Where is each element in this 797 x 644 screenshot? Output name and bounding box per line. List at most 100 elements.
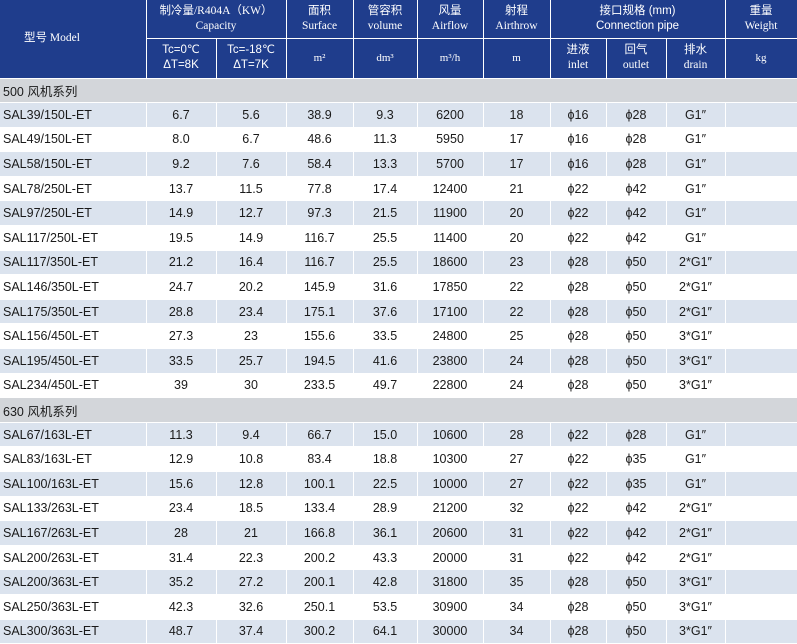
header-tc18: Tc=-18℃ ΔT=7K	[216, 38, 287, 79]
cell-cap0: 21.2	[146, 250, 217, 276]
cell-cap18: 7.6	[216, 151, 287, 177]
cell-weight	[725, 323, 797, 350]
cell-model: SAL146/350L-ET	[0, 274, 147, 300]
cell-airthrow: 31	[483, 545, 551, 571]
table-row: SAL156/450L-ET 27.3 23 155.6 33.5 24800 25 ϕ28 ϕ…	[0, 323, 797, 350]
cell-drain: 2*G1″	[666, 520, 726, 546]
cell-outlet: ϕ42	[606, 520, 667, 546]
cell-model: SAL117/350L-ET	[0, 250, 147, 276]
cell-airthrow: 24	[483, 348, 551, 374]
cell-inlet: ϕ28	[550, 373, 607, 399]
cell-outlet: ϕ28	[606, 151, 667, 177]
table-row: SAL97/250L-ET 14.9 12.7 97.3 21.5 11900 20 ϕ22 ϕ…	[0, 200, 797, 227]
cell-surface: 100.1	[286, 471, 354, 497]
cell-airflow: 31800	[417, 569, 484, 595]
cell-cap18: 27.2	[216, 569, 287, 595]
section-title: 630 风机系列	[0, 397, 797, 423]
table-row: SAL39/150L-ET 6.7 5.6 38.9 9.3 6200 18 ϕ16 ϕ28 G1…	[0, 102, 797, 128]
cell-drain: 2*G1″	[666, 299, 726, 325]
cell-inlet: ϕ28	[550, 594, 607, 620]
cell-cap0: 6.7	[146, 102, 217, 128]
table-row: SAL67/163L-ET 11.3 9.4 66.7 15.0 10600 28 ϕ22 ϕ2…	[0, 422, 797, 448]
cell-inlet: ϕ22	[550, 422, 607, 448]
cell-airflow: 17850	[417, 274, 484, 300]
header-volume-zh: 管容积	[367, 4, 403, 17]
cell-outlet: ϕ50	[606, 250, 667, 276]
cell-drain: G1″	[666, 127, 726, 153]
header-capacity-en: Capacity	[195, 19, 237, 32]
header-weight-unit: kg	[725, 38, 797, 79]
cell-volume: 21.5	[353, 200, 418, 227]
cell-outlet: ϕ42	[606, 176, 667, 202]
cell-airthrow: 17	[483, 151, 551, 177]
cell-airflow: 20600	[417, 520, 484, 546]
cell-drain: 2*G1″	[666, 545, 726, 571]
cell-cap18: 18.5	[216, 496, 287, 522]
cell-inlet: ϕ22	[550, 225, 607, 251]
cell-weight	[725, 471, 797, 497]
header-inlet-en: inlet	[567, 59, 589, 71]
cell-volume: 13.3	[353, 151, 418, 177]
cell-volume: 11.3	[353, 127, 418, 153]
cell-surface: 77.8	[286, 176, 354, 202]
cell-airthrow: 35	[483, 569, 551, 595]
cell-cap0: 13.7	[146, 176, 217, 202]
cell-volume: 43.3	[353, 545, 418, 571]
cell-cap18: 10.8	[216, 446, 287, 472]
cell-model: SAL200/263L-ET	[0, 545, 147, 571]
cell-airflow: 23800	[417, 348, 484, 374]
cell-cap18: 6.7	[216, 127, 287, 153]
header-airthrow-unit: m	[483, 38, 551, 79]
cell-drain: 3*G1″	[666, 619, 726, 644]
cell-volume: 22.5	[353, 471, 418, 497]
cell-cap18: 12.8	[216, 471, 287, 497]
cell-surface: 145.9	[286, 274, 354, 300]
cell-airthrow: 27	[483, 471, 551, 497]
cell-outlet: ϕ28	[606, 422, 667, 448]
cell-weight	[725, 250, 797, 276]
cell-cap18: 11.5	[216, 176, 287, 202]
cell-model: SAL58/150L-ET	[0, 151, 147, 177]
cell-cap18: 20.2	[216, 274, 287, 300]
cell-cap0: 28	[146, 520, 217, 546]
cell-airthrow: 31	[483, 520, 551, 546]
cell-drain: 3*G1″	[666, 373, 726, 399]
cell-drain: 3*G1″	[666, 348, 726, 374]
cell-inlet: ϕ28	[550, 299, 607, 325]
section-title: 500 风机系列	[0, 78, 797, 104]
cell-surface: 133.4	[286, 496, 354, 522]
cell-airthrow: 20	[483, 225, 551, 251]
cell-cap0: 27.3	[146, 323, 217, 350]
cell-volume: 25.5	[353, 250, 418, 276]
table-row: SAL146/350L-ET 24.7 20.2 145.9 31.6 17850 22 ϕ2…	[0, 274, 797, 300]
table-row: SAL300/363L-ET 48.7 37.4 300.2 64.1 30000 34 ϕ2…	[0, 619, 797, 644]
header-airthrow-zh: 射程	[505, 4, 528, 17]
header-dt8-label: ΔT=8K	[163, 59, 199, 71]
cell-cap18: 25.7	[216, 348, 287, 374]
table-row: SAL83/163L-ET 12.9 10.8 83.4 18.8 10300 27 ϕ22 ϕ…	[0, 446, 797, 472]
cell-surface: 83.4	[286, 446, 354, 472]
cell-surface: 175.1	[286, 299, 354, 325]
cell-weight	[725, 200, 797, 227]
header-weight-zh: 重量	[749, 4, 773, 17]
header-surface-zh: 面积	[308, 4, 331, 17]
table-row: SAL175/350L-ET 28.8 23.4 175.1 37.6 17100 22 ϕ2…	[0, 299, 797, 325]
cell-airthrow: 32	[483, 496, 551, 522]
cell-drain: 3*G1″	[666, 594, 726, 620]
cell-model: SAL117/250L-ET	[0, 225, 147, 251]
header-dt7-label: ΔT=7K	[233, 59, 269, 71]
cell-outlet: ϕ50	[606, 348, 667, 374]
cell-airthrow: 25	[483, 323, 551, 350]
cell-outlet: ϕ28	[606, 102, 667, 128]
cell-model: SAL39/150L-ET	[0, 102, 147, 128]
cell-airthrow: 24	[483, 373, 551, 399]
cell-airflow: 21200	[417, 496, 484, 522]
header-tc0: Tc=0℃ ΔT=8K	[146, 38, 217, 79]
cell-airthrow: 34	[483, 619, 551, 644]
cell-weight	[725, 127, 797, 153]
cell-airflow: 5700	[417, 151, 484, 177]
cell-outlet: ϕ42	[606, 496, 667, 522]
cell-cap0: 19.5	[146, 225, 217, 251]
cell-model: SAL67/163L-ET	[0, 422, 147, 448]
cell-weight	[725, 569, 797, 595]
